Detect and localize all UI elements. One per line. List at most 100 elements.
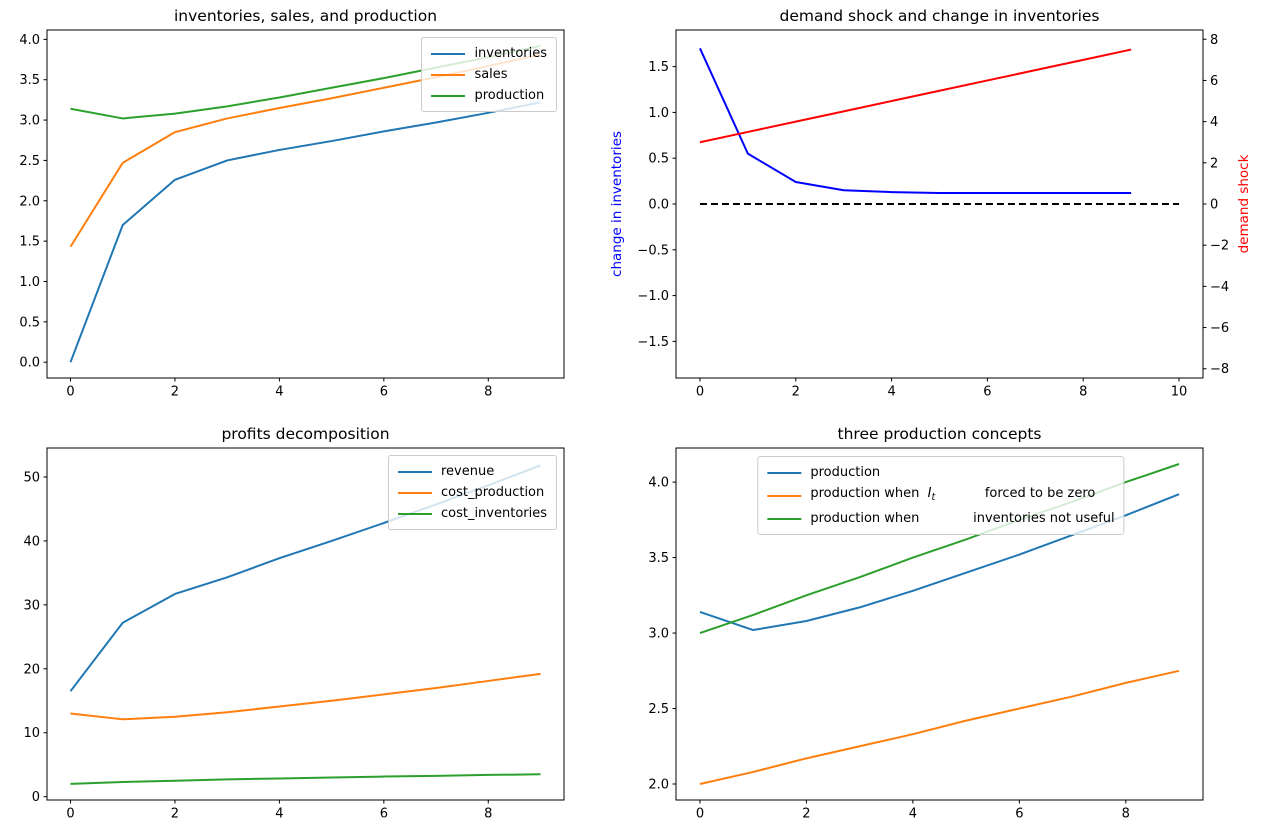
series-line-change-in-inventories — [699, 47, 1132, 195]
x-tick-label: 0 — [66, 385, 74, 400]
legend-profits-decomposition: revenue cost_production cost_inventories — [387, 455, 557, 530]
y-axis-label-left: change in inventories — [609, 131, 625, 277]
y-tick-label: 0.5 — [648, 152, 669, 167]
x-tick-label: 4 — [887, 385, 895, 400]
legend-entry: production when It forced to be zero — [767, 483, 1114, 508]
legend-label: production when inventories not useful — [810, 511, 1115, 526]
legend-entry: cost_inventories — [397, 503, 547, 524]
y-tick-label: 0 — [32, 790, 40, 805]
x-tick-label: 6 — [380, 807, 388, 822]
x-tick-label: 0 — [696, 385, 704, 400]
y-tick-label: 40 — [23, 534, 40, 549]
y-tick-label: −0.5 — [637, 243, 669, 258]
legend-label: sales — [474, 67, 508, 82]
legend-entry: inventories — [431, 43, 547, 64]
x-tick-label: 8 — [1122, 807, 1130, 822]
right-y-tick-label: 6 — [1210, 74, 1218, 89]
legend-line-sample — [767, 517, 802, 520]
series-line-cost_inventories — [70, 773, 541, 785]
right-y-tick-label: 8 — [1210, 33, 1218, 48]
right-y-tick-label: 0 — [1210, 198, 1218, 213]
legend-line-sample — [397, 491, 432, 494]
right-y-tick-label: 2 — [1210, 156, 1218, 171]
x-tick-label: 6 — [1015, 807, 1023, 822]
x-tick-label: 8 — [484, 807, 492, 822]
y-tick-label: −1.0 — [637, 289, 669, 304]
right-y-tick-label: −8 — [1210, 362, 1229, 377]
y-tick-label: 2.5 — [648, 702, 669, 717]
legend-entry: production — [767, 462, 1114, 483]
y-tick-label: 1.5 — [19, 235, 40, 250]
series-line-production-when-It-forced-to-be-zero — [699, 669, 1180, 785]
legend-label: production — [810, 465, 881, 480]
y-tick-label: 3.5 — [648, 551, 669, 566]
legend-label: inventories — [474, 46, 547, 61]
legend-entry: sales — [431, 64, 547, 85]
x-tick-label: 10 — [1171, 385, 1188, 400]
series-line-cost_production — [70, 672, 541, 721]
legend-entry: production — [431, 85, 547, 106]
legend-three-production-concepts: production production when It forced to b… — [757, 456, 1125, 535]
legend-entry: production when inventories not useful — [767, 508, 1115, 529]
x-tick-label: 4 — [275, 807, 283, 822]
x-tick-label: 6 — [983, 385, 991, 400]
axes-inventories-sales-production: 0 2 4 6 8 0.0 0.5 1.0 1.5 2.0 2.5 3.0 3.5 4.0 inventor… — [19, 7, 565, 400]
axes-frame — [46, 447, 565, 801]
x-tick-label: 2 — [792, 385, 800, 400]
legend-line-sample — [397, 512, 432, 515]
series-line-inventories — [69, 101, 541, 363]
chart-title-inventories-sales-production: inventories, sales, and production — [174, 7, 437, 25]
right-y-tick-label: 4 — [1210, 115, 1218, 130]
y-tick-label: 1.0 — [19, 275, 40, 290]
right-y-tick-label: −2 — [1210, 239, 1229, 254]
x-tick-label: 0 — [696, 807, 704, 822]
y-tick-label: 1.0 — [648, 106, 669, 121]
y-tick-label: 30 — [23, 598, 40, 613]
y-tick-label: 3.0 — [648, 627, 669, 642]
legend-inventories-sales-production: inventories sales production — [421, 37, 557, 112]
y-tick-label: 2.5 — [19, 154, 40, 169]
x-tick-label: 4 — [275, 385, 283, 400]
y-tick-label: −1.5 — [637, 335, 669, 350]
legend-line-sample — [431, 94, 466, 97]
y-tick-label: 0.0 — [19, 356, 40, 371]
legend-line-sample — [397, 470, 432, 473]
y-tick-label: 3.0 — [19, 114, 40, 129]
legend-line-sample — [767, 471, 802, 474]
legend-label: production — [474, 88, 545, 103]
y-tick-label: 20 — [23, 662, 40, 677]
x-tick-label: 8 — [484, 385, 492, 400]
x-tick-label: 2 — [802, 807, 810, 822]
y-tick-label: 1.5 — [648, 60, 669, 75]
legend-entry: cost_production — [397, 482, 547, 503]
x-tick-label: 0 — [66, 807, 74, 822]
x-tick-label: 2 — [171, 807, 179, 822]
legend-line-sample — [431, 52, 466, 55]
y-tick-label: 4.0 — [648, 476, 669, 491]
y-tick-label: 0.0 — [648, 198, 669, 213]
axes-profits-decomposition: 0 2 4 6 8 0 10 20 30 40 50 profits decomposition — [23, 425, 565, 822]
x-tick-label: 8 — [1079, 385, 1087, 400]
x-tick-label: 2 — [171, 385, 179, 400]
legend-label: cost_inventories — [440, 506, 547, 521]
axes-demand-shock-and-change-in-inventories: 0 2 4 6 8 10 −1.5 −1.0 −0.5 0.0 0.5 1.0 1.5 −8 −6 −4 −2 0… — [609, 7, 1252, 400]
legend-label: cost_production — [440, 485, 545, 500]
chart-title-demand-shock-and-change-in-inventories: demand shock and change in inventories — [780, 7, 1100, 25]
y-tick-label: 4.0 — [19, 33, 40, 48]
axes-frame — [675, 447, 1204, 801]
y-tick-label: 3.5 — [19, 73, 40, 88]
x-tick-label: 6 — [380, 385, 388, 400]
legend-entry: revenue — [397, 461, 547, 482]
y-tick-label: 0.5 — [19, 315, 40, 330]
legend-line-sample — [767, 494, 802, 497]
legend-line-sample — [431, 73, 466, 76]
series-line-demand-shock — [699, 48, 1132, 144]
legend-label: production when It forced to be zero — [810, 486, 1096, 503]
y-tick-label: 2.0 — [648, 778, 669, 793]
right-y-tick-label: −6 — [1210, 321, 1229, 336]
right-y-tick-label: −4 — [1210, 280, 1229, 295]
y-tick-label: 10 — [23, 726, 40, 741]
axes-frame — [46, 29, 565, 379]
